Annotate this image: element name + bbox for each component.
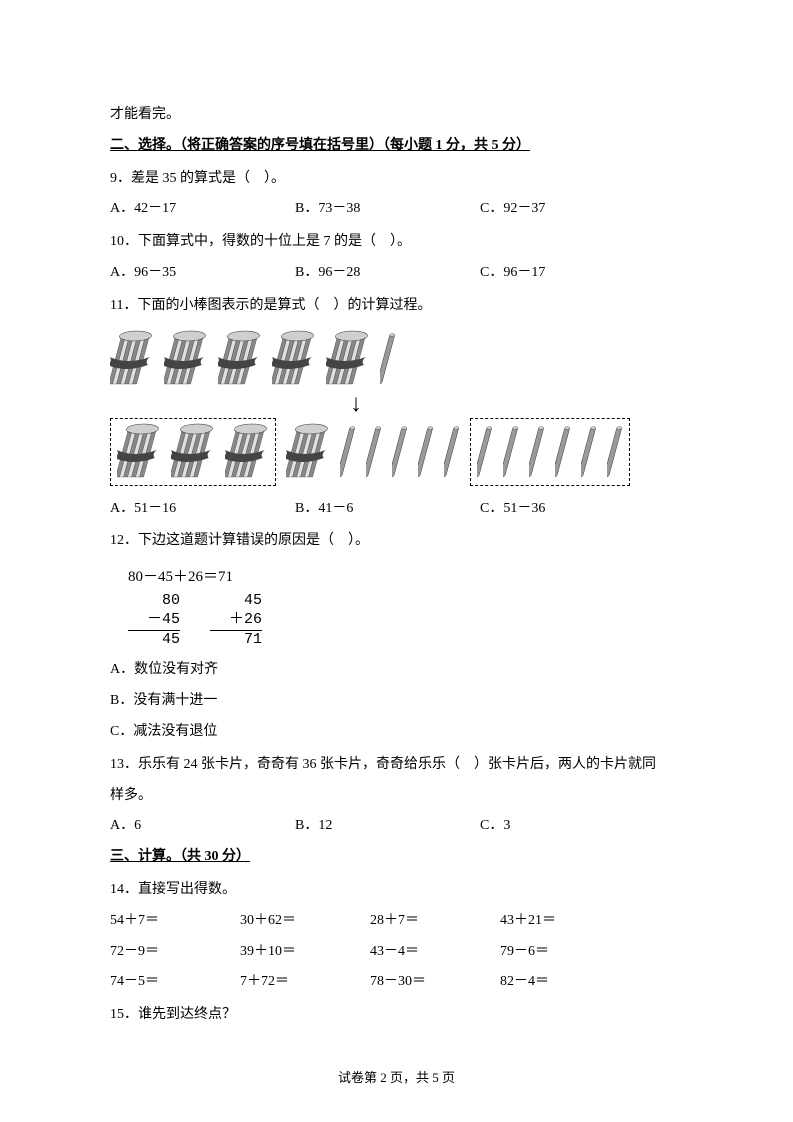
q14-r2c4: 79－6＝ bbox=[500, 937, 630, 968]
stick-icon bbox=[503, 423, 519, 481]
q11-c: C．51－36 bbox=[480, 494, 665, 525]
q14-r1c1: 54＋7＝ bbox=[110, 906, 240, 937]
stick-icon bbox=[555, 423, 571, 481]
bundle-icon bbox=[110, 330, 154, 388]
bundle-icon bbox=[272, 330, 316, 388]
q14-r1c4: 43＋21＝ bbox=[500, 906, 630, 937]
bundle-icon bbox=[164, 330, 208, 388]
page-footer: 试卷第 2 页，共 5 页 bbox=[0, 1067, 793, 1086]
arrow-down-icon: ↓ bbox=[350, 392, 683, 416]
bundle-icon bbox=[171, 423, 215, 481]
q9-a: A．42－17 bbox=[110, 194, 295, 225]
q14-r1c2: 30＋62＝ bbox=[240, 906, 370, 937]
q14-row3: 74－5＝ 7＋72＝ 78－30＝ 82－4＝ bbox=[110, 967, 683, 998]
vc2-top: 45 bbox=[244, 592, 262, 609]
vertical-calc-2: 45 ＋26 71 bbox=[210, 592, 262, 649]
q12-calculation: 80－45＋26＝71 80 －45 45 45 ＋26 71 bbox=[128, 565, 683, 649]
q10-stem: 10．下面算式中，得数的十位上是 7 的是（ ）。 bbox=[110, 227, 683, 258]
stick-icon bbox=[366, 423, 382, 481]
q15-stem: 15．谁先到达终点？ bbox=[110, 1000, 683, 1031]
q13-stem: 13．乐乐有 24 张卡片，奇奇有 36 张卡片，奇奇给乐乐（ ）张卡片后，两人… bbox=[110, 750, 683, 781]
vc1-op: －45 bbox=[147, 611, 180, 628]
carryover-text: 才能看完。 bbox=[110, 100, 683, 131]
q14-r3c1: 74－5＝ bbox=[110, 967, 240, 998]
q14-r3c3: 78－30＝ bbox=[370, 967, 500, 998]
stick-icon bbox=[607, 423, 623, 481]
vc1-res: 45 bbox=[162, 631, 180, 648]
q11-b: B．41－6 bbox=[295, 494, 480, 525]
q11-options: A．51－16 B．41－6 C．51－36 bbox=[110, 494, 683, 525]
q13-b: B．12 bbox=[295, 811, 480, 842]
q13-options: A．6 B．12 C．3 bbox=[110, 811, 683, 842]
vc1-top: 80 bbox=[162, 592, 180, 609]
section-3-title: 三、计算。（共 30 分） bbox=[110, 842, 683, 873]
stick-icon bbox=[418, 423, 434, 481]
q14-r3c4: 82－4＝ bbox=[500, 967, 630, 998]
q9-options: A．42－17 B．73－38 C．92－37 bbox=[110, 194, 683, 225]
q11-stem: 11．下面的小棒图表示的是算式（ ）的计算过程。 bbox=[110, 291, 683, 322]
bundle-icon bbox=[225, 423, 269, 481]
stick-icon bbox=[392, 423, 408, 481]
section-2-title: 二、选择。（将正确答案的序号填在括号里）（每小题 1 分，共 5 分） bbox=[110, 131, 683, 162]
q14-r2c3: 43－4＝ bbox=[370, 937, 500, 968]
q14-stem: 14．直接写出得数。 bbox=[110, 875, 683, 906]
vc2-op: ＋26 bbox=[229, 611, 262, 628]
stick-icon bbox=[529, 423, 545, 481]
stick-icon bbox=[581, 423, 597, 481]
bundle-icon bbox=[286, 423, 330, 481]
bundle-icon bbox=[218, 330, 262, 388]
q9-b: B．73－38 bbox=[295, 194, 480, 225]
bundle-icon bbox=[117, 423, 161, 481]
bundle-icon bbox=[326, 330, 370, 388]
q14-row2: 72－9＝ 39＋10＝ 43－4＝ 79－6＝ bbox=[110, 937, 683, 968]
q12-expression: 80－45＋26＝71 bbox=[128, 565, 683, 586]
q14-row1: 54＋7＝ 30＋62＝ 28＋7＝ 43＋21＝ bbox=[110, 906, 683, 937]
q14-r2c1: 72－9＝ bbox=[110, 937, 240, 968]
stick-icon bbox=[340, 423, 356, 481]
q14-r3c2: 7＋72＝ bbox=[240, 967, 370, 998]
q13-c: C．3 bbox=[480, 811, 665, 842]
stick-icon bbox=[444, 423, 460, 481]
q10-a: A．96－35 bbox=[110, 258, 295, 289]
bottom-row bbox=[110, 418, 683, 486]
stick-diagram: ↓ bbox=[110, 330, 683, 486]
q11-a: A．51－16 bbox=[110, 494, 295, 525]
q12-c: C．减法没有退位 bbox=[110, 717, 683, 748]
q10-b: B．96－28 bbox=[295, 258, 480, 289]
left-dashed-box bbox=[110, 418, 276, 486]
q10-c: C．96－17 bbox=[480, 258, 665, 289]
top-row bbox=[110, 330, 683, 388]
q13-stem-2: 样多。 bbox=[110, 781, 683, 812]
q12-a: A．数位没有对齐 bbox=[110, 655, 683, 686]
q12-stem: 12．下边这道题计算错误的原因是（ ）。 bbox=[110, 526, 683, 557]
vc2-res: 71 bbox=[244, 631, 262, 648]
stick-icon bbox=[380, 330, 396, 388]
q9-stem: 9．差是 35 的算式是（ ）。 bbox=[110, 164, 683, 195]
q9-c: C．92－37 bbox=[480, 194, 665, 225]
q13-a: A．6 bbox=[110, 811, 295, 842]
q10-options: A．96－35 B．96－28 C．96－17 bbox=[110, 258, 683, 289]
vertical-calc-1: 80 －45 45 bbox=[128, 592, 180, 649]
q14-r1c3: 28＋7＝ bbox=[370, 906, 500, 937]
right-dashed-box bbox=[470, 418, 630, 486]
q14-r2c2: 39＋10＝ bbox=[240, 937, 370, 968]
q12-b: B．没有满十进一 bbox=[110, 686, 683, 717]
stick-icon bbox=[477, 423, 493, 481]
